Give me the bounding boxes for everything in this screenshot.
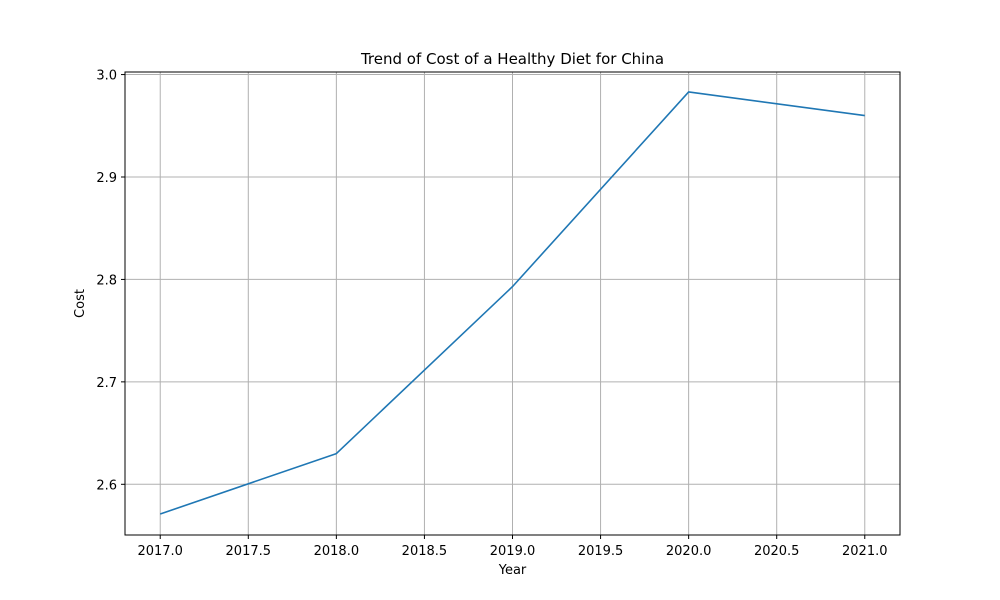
x-tick-label: 2019.5 [578,544,624,559]
y-tick-label: 3.0 [96,69,117,84]
x-tick-label: 2018.5 [402,544,448,559]
chart-title: Trend of Cost of a Healthy Diet for Chin… [360,50,664,68]
x-tick-label: 2018.0 [314,544,360,559]
x-tick-label: 2017.5 [226,544,272,559]
series-line [159,91,865,515]
x-tick-label: 2020.5 [754,544,800,559]
x-tick-label: 2021.0 [842,544,888,559]
y-tick-label: 2.8 [96,273,117,288]
y-axis-label: Cost [73,289,88,318]
y-tick-label: 2.9 [96,171,117,186]
axis-ticks: 2017.0 2017.5 2018.0 2018.5 2019.0 2019.5 2020… [96,69,887,559]
grid-lines [125,72,900,535]
x-axis-label: Year [498,563,527,578]
x-tick-label: 2020.0 [666,544,712,559]
y-tick-label: 2.6 [96,478,117,493]
series-layer [159,91,865,515]
y-tick-label: 2.7 [96,376,117,391]
x-tick-label: 2019.0 [490,544,536,559]
x-tick-label: 2017.0 [137,544,183,559]
